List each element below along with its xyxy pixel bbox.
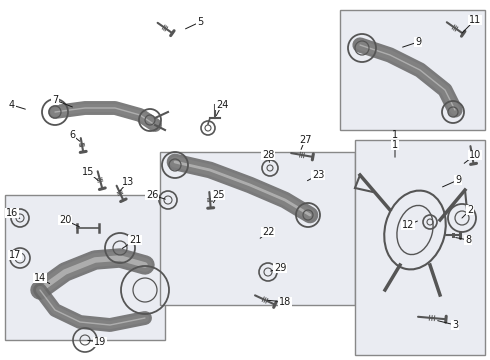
Text: 4: 4 <box>9 100 15 110</box>
Text: 17: 17 <box>9 250 21 260</box>
Text: 1: 1 <box>392 140 398 150</box>
Text: 11: 11 <box>469 15 481 25</box>
Text: 22: 22 <box>262 227 274 237</box>
Text: 7: 7 <box>52 95 58 105</box>
Text: 16: 16 <box>6 208 18 218</box>
Text: 5: 5 <box>197 17 203 27</box>
Text: 27: 27 <box>299 135 311 145</box>
Text: 28: 28 <box>262 150 274 160</box>
Text: 15: 15 <box>82 167 94 177</box>
Text: 21: 21 <box>129 235 141 245</box>
Text: 19: 19 <box>94 337 106 347</box>
Text: 25: 25 <box>212 190 224 200</box>
Text: 1: 1 <box>392 130 398 140</box>
Text: 9: 9 <box>455 175 461 185</box>
Text: 9: 9 <box>415 37 421 47</box>
Text: 26: 26 <box>146 190 158 200</box>
Bar <box>355 140 485 355</box>
Text: 20: 20 <box>59 215 71 225</box>
Text: 3: 3 <box>452 320 458 330</box>
Text: 29: 29 <box>274 263 286 273</box>
Text: 6: 6 <box>69 130 75 140</box>
Text: 18: 18 <box>279 297 291 307</box>
Text: 10: 10 <box>469 150 481 160</box>
Text: 13: 13 <box>122 177 134 187</box>
Bar <box>5 195 165 340</box>
Text: 8: 8 <box>465 235 471 245</box>
Bar <box>340 10 485 130</box>
Text: 2: 2 <box>467 205 473 215</box>
Text: 12: 12 <box>402 220 414 230</box>
Bar <box>160 152 355 305</box>
Text: 23: 23 <box>312 170 324 180</box>
Text: 14: 14 <box>34 273 46 283</box>
Text: 24: 24 <box>216 100 228 110</box>
